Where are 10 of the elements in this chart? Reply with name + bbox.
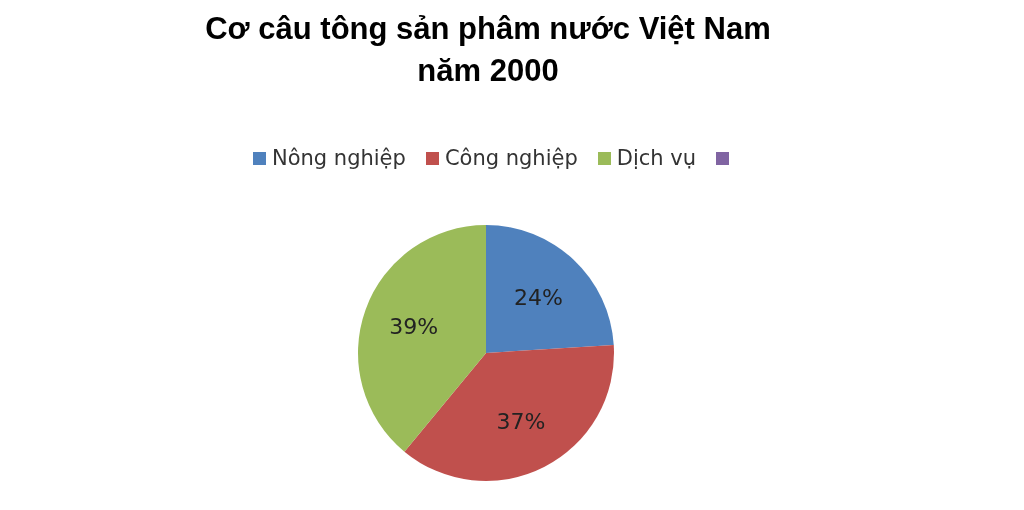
data-label: 37% <box>496 408 546 434</box>
pie-slice <box>486 225 614 353</box>
pie-slice <box>358 225 486 452</box>
legend-label: Công nghiệp <box>444 146 578 170</box>
legend-label: Nông nghiệp <box>271 146 406 170</box>
data-label: 39% <box>389 314 439 340</box>
chart-title: Cơ câu tông sản phâm nước Việt Nam năm 2000 <box>204 10 772 90</box>
pie-slice <box>404 344 614 481</box>
legend-label: Dịch vụ <box>616 146 697 170</box>
data-label: 24% <box>514 284 564 310</box>
